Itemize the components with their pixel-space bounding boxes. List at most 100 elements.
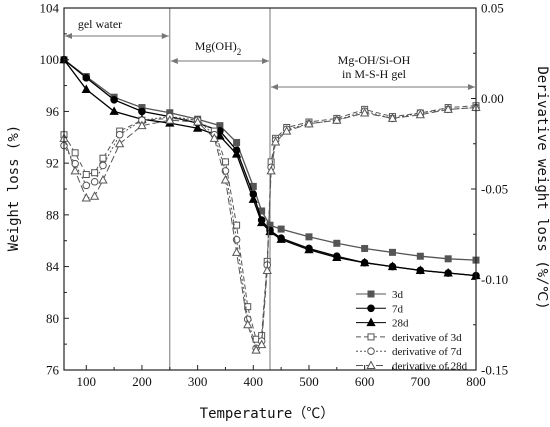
point-derivative-of-28d-22 — [387, 113, 398, 122]
point-3d-11 — [277, 225, 285, 233]
point-derivative-of-28d-23 — [415, 109, 425, 119]
y2-tick-label-4: 0.05 — [481, 1, 504, 16]
y2-tick-label-1: -0.10 — [481, 272, 508, 287]
point-derivative-of-28d-1 — [70, 165, 80, 175]
point-derivative-of-3d-3 — [91, 169, 99, 177]
y-tick-label-5: 96 — [46, 104, 60, 119]
point-derivative-of-3d-4 — [99, 154, 107, 162]
y2-tick-label-2: -0.05 — [481, 182, 508, 197]
axis-ticks: 100 200 300 400 500 600 700 800 76 80 84 88 92 96 100 1… — [40, 1, 509, 390]
point-28d-7 — [231, 149, 242, 158]
point-7d-3 — [138, 107, 146, 116]
point-derivative-of-28d-8 — [192, 116, 203, 126]
point-28d-14 — [360, 257, 370, 267]
legend-label: 3d — [392, 289, 404, 301]
point-3d-13 — [333, 239, 341, 247]
point-derivative-of-7d-4 — [99, 161, 107, 170]
point-derivative-of-28d-12 — [243, 319, 253, 329]
point-derivative-of-28d-24 — [443, 104, 453, 113]
legend-label: 7d — [392, 303, 404, 315]
point-28d-13 — [332, 252, 342, 262]
point-derivative-of-3d-10 — [221, 158, 229, 166]
point-derivative-of-28d-11 — [231, 247, 242, 256]
region-label-mg-oh-si-oh: Mg-OH/Si-OH — [338, 53, 411, 67]
point-28d-16 — [415, 265, 425, 274]
legend-item-28d: 28d — [356, 317, 409, 330]
x-tick-label-6: 700 — [411, 374, 431, 389]
x-tick-label-0: 100 — [77, 374, 97, 389]
point-derivative-of-28d-20 — [332, 115, 342, 124]
point-derivative-of-28d-5 — [115, 138, 125, 148]
point-derivative-of-28d-6 — [137, 120, 147, 130]
point-derivative-of-28d-14 — [257, 339, 267, 349]
point-derivative-of-28d-18 — [282, 126, 292, 135]
arrow-head — [65, 33, 72, 39]
point-7d-2 — [110, 95, 118, 104]
point-derivative-of-28d-19 — [304, 118, 314, 128]
region-label-mgoh2: Mg(OH)2 — [195, 39, 242, 57]
point-28d-5 — [192, 123, 203, 132]
point-28d-17 — [443, 267, 453, 277]
point-28d-2 — [109, 106, 119, 115]
legend-label: 28d — [392, 318, 409, 330]
legend-swatch-marker — [366, 317, 376, 327]
y-tick-label-3: 88 — [46, 207, 59, 222]
point-derivative-of-3d-2 — [82, 171, 90, 179]
point-derivative-of-28d-17 — [270, 136, 281, 146]
region-label-msh-gel: in M-S-H gel — [342, 67, 407, 81]
point-derivative-of-28d-9 — [209, 133, 219, 142]
point-3d-14 — [361, 244, 369, 252]
point-3d-7 — [233, 138, 241, 146]
legend-label: derivative of 3d — [392, 332, 462, 344]
y-tick-label-6: 100 — [40, 52, 60, 67]
series-line-derivative-of-3d — [63, 105, 477, 341]
point-derivative-of-7d-3 — [90, 177, 99, 186]
point-derivative-of-7d-2 — [82, 181, 91, 190]
legend-item-7d: 7d — [356, 303, 404, 315]
point-28d-9 — [257, 217, 267, 227]
point-3d-16 — [416, 252, 424, 260]
point-28d-1 — [81, 84, 91, 93]
legend-swatch-marker — [367, 333, 375, 341]
x-axis-title: Temperature（℃） — [200, 406, 335, 422]
point-derivative-of-28d-2 — [81, 193, 91, 202]
point-28d-8 — [248, 194, 258, 203]
point-7d-1 — [82, 74, 91, 82]
arrow-head — [161, 33, 169, 39]
point-3d-12 — [305, 233, 313, 241]
legend-item-derivative-of-7d: derivative of 7d — [356, 346, 462, 358]
arrow-head — [271, 84, 278, 90]
y2-tick-label-0: -0.15 — [481, 363, 508, 378]
y-tick-label-7: 104 — [40, 1, 60, 16]
y2-axis-title: Derivative weight loss (%/℃) — [534, 66, 550, 309]
x-tick-label-3: 400 — [244, 374, 264, 389]
point-derivative-of-3d-1 — [71, 149, 79, 157]
point-derivative-of-28d-21 — [360, 107, 370, 117]
series-line-derivative-of-28d — [63, 107, 477, 352]
legend-label: derivative of 7d — [392, 346, 462, 358]
arrow-head — [468, 84, 475, 90]
point-derivative-of-7d-5 — [115, 130, 124, 139]
series-derivative-of-28d — [59, 102, 481, 354]
point-3d-15 — [388, 248, 396, 256]
y-tick-label-0: 76 — [46, 363, 60, 378]
region-label-gel-water: gel water — [78, 17, 122, 31]
x-tick-label-5: 600 — [355, 374, 375, 389]
point-derivative-of-28d-16 — [266, 165, 276, 175]
legend-item-derivative-of-3d: derivative of 3d — [356, 332, 462, 344]
arrow-head — [170, 58, 178, 64]
y-tick-label-2: 84 — [46, 259, 60, 274]
x-tick-label-2: 300 — [188, 374, 208, 389]
legend-swatch-marker — [367, 304, 375, 313]
point-derivative-of-28d-13 — [251, 345, 261, 354]
point-derivative-of-3d-11 — [233, 221, 241, 229]
legend: 3d 7d 28d derivative of 3d derivative of 7d d… — [356, 289, 468, 373]
point-derivative-of-28d-10 — [220, 174, 231, 184]
legend-swatch-marker — [366, 360, 376, 369]
point-derivative-of-28d-7 — [165, 115, 175, 124]
point-derivative-of-28d-15 — [262, 265, 272, 274]
x-tick-label-4: 500 — [299, 374, 319, 389]
point-derivative-of-28d-4 — [98, 174, 108, 184]
point-28d-11 — [276, 234, 286, 243]
